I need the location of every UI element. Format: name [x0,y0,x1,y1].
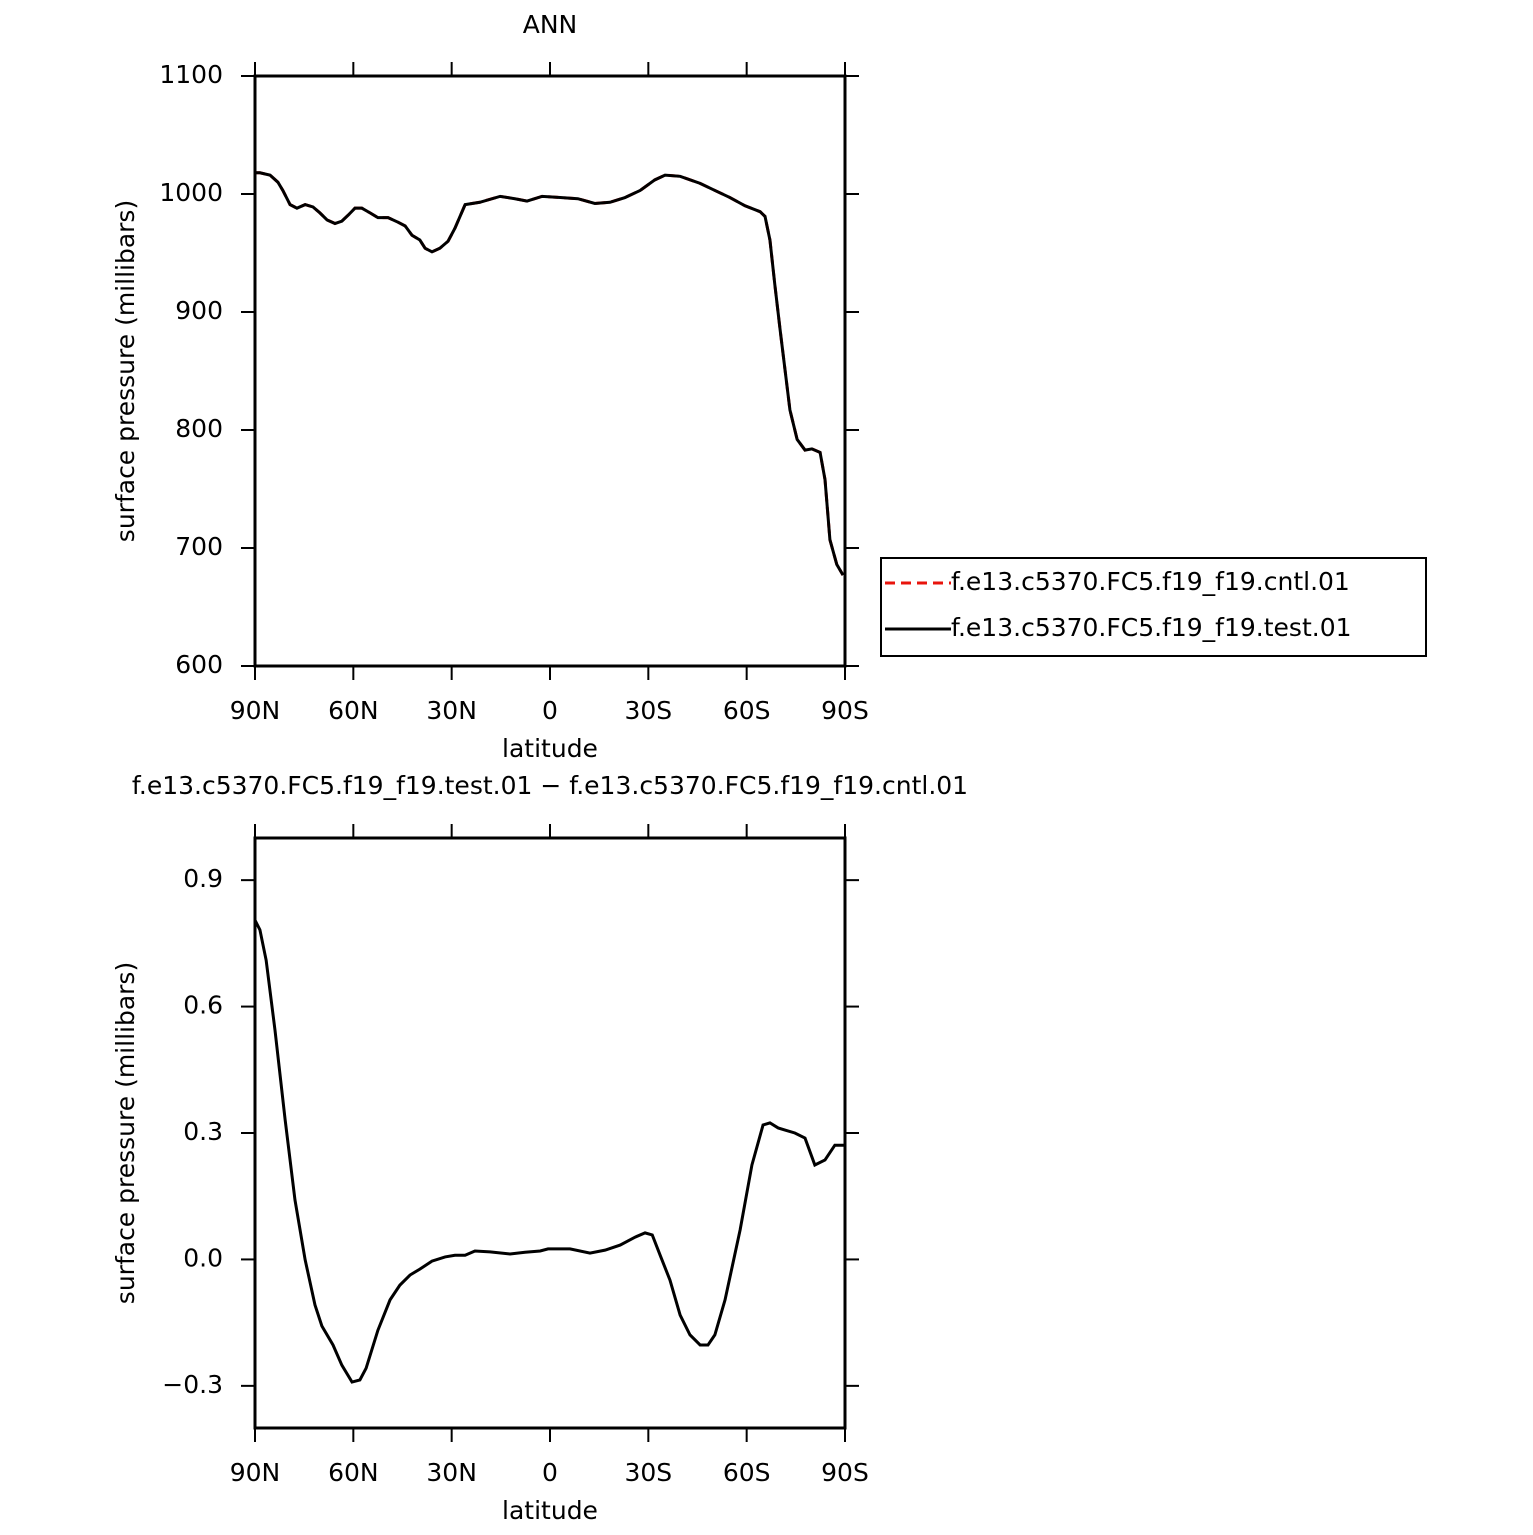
plot-frame [253,74,847,668]
x-tick-label: 60S [723,696,771,725]
x-tick-label: 90S [821,696,869,725]
y-tick-label: 800 [175,414,223,443]
legend-label: f.e13.c5370.FC5.f19_f19.cntl.01 [951,567,1350,596]
series-line [253,919,845,1384]
x-tick-label: 60S [723,1458,771,1487]
y-tick-label: 0.9 [183,864,223,893]
y-tick-label: 0.6 [183,991,223,1020]
y-tick-label: 1100 [159,60,223,89]
chart-title: f.e13.c5370.FC5.f19_f19.test.01 − f.e13.… [132,771,968,800]
legend-label: f.e13.c5370.FC5.f19_f19.test.01 [951,613,1352,642]
y-tick-label: 1000 [159,178,223,207]
y-tick-label: 700 [175,532,223,561]
series-line [255,171,845,576]
x-tick-label: 30N [426,1458,477,1487]
x-tick-label: 60N [328,1458,379,1487]
chart-title: ANN [523,10,578,39]
x-tick-label: 60N [328,696,379,725]
y-tick-label: −0.3 [162,1370,223,1399]
series-line [255,171,845,576]
x-tick-label: 0 [542,696,558,725]
y-tick-label: 0.3 [183,1117,223,1146]
x-tick-label: 90S [821,1458,869,1487]
x-tick-label: 0 [542,1458,558,1487]
x-tick-label: 90N [230,1458,281,1487]
y-axis-label: surface pressure (millibars) [111,962,140,1304]
y-axis-label: surface pressure (millibars) [111,200,140,542]
y-tick-label: 0.0 [183,1243,223,1272]
legend-box [880,557,1427,657]
x-tick-label: 30S [624,696,672,725]
x-tick-label: 30S [624,1458,672,1487]
x-axis-label: latitude [502,734,598,763]
x-axis-label: latitude [502,1496,598,1525]
y-tick-label: 900 [175,296,223,325]
y-tick-label: 600 [175,650,223,679]
x-tick-label: 90N [230,696,281,725]
plot-frame [253,836,847,1430]
x-tick-label: 30N [426,696,477,725]
